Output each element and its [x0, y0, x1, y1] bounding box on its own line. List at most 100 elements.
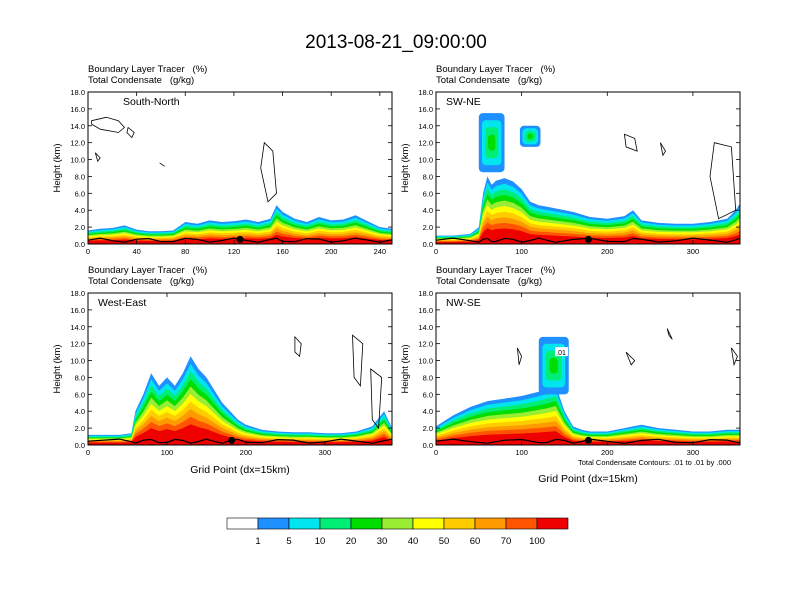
panel-name: South-North	[123, 96, 180, 108]
x-tick-label: 200	[601, 448, 614, 457]
panel4-header-line1: Boundary Layer Tracer (%)	[436, 265, 556, 276]
terrain-line	[436, 237, 740, 243]
panel3-header-line2: Total Condensate (g/kg)	[88, 276, 195, 287]
y-tick-label: 8.0	[423, 172, 433, 181]
plot-frame	[435, 292, 741, 446]
location-marker	[584, 436, 592, 444]
y-tick-label: 0.0	[423, 240, 433, 249]
y-tick-label: 2.0	[423, 424, 433, 433]
y-tick-label: 12.0	[70, 340, 85, 349]
upper_cloud-layer-4	[549, 357, 558, 374]
x-tick-label: 300	[319, 448, 332, 457]
condensate-contour-2	[625, 351, 636, 366]
panel4-header-line2: Total Condensate (g/kg)	[436, 276, 543, 287]
x-tick-label: 0	[86, 247, 90, 256]
contour-label: .01	[556, 350, 566, 357]
y-tick-label: 6.0	[423, 390, 433, 399]
y-tick-label: 4.0	[423, 206, 433, 215]
condensate-contour-3	[370, 368, 383, 430]
upper_cloud2-layer-4	[527, 133, 534, 140]
colorbar-label: 50	[439, 536, 450, 547]
panel1-header-line1: Boundary Layer Tracer (%)	[88, 64, 208, 75]
colorbar-label: 40	[408, 536, 419, 547]
x-tick-label: 200	[601, 247, 614, 256]
contour-label-bg	[555, 347, 569, 357]
y-axis-label: Height (km)	[52, 143, 63, 192]
panel-1: South-North 0.0 2.0 4.0 6.0 8.0 10.0 12.0 14.0 16…	[52, 88, 393, 256]
y-tick-label: 4.0	[423, 407, 433, 416]
y-axis-label: Height (km)	[400, 344, 411, 393]
terrain-line	[88, 237, 392, 243]
y-tick-label: 18.0	[418, 88, 433, 97]
upper_cloud-layer-4	[488, 134, 496, 151]
y-tick-label: 16.0	[418, 306, 433, 315]
y-tick-label: 6.0	[75, 390, 85, 399]
y-tick-label: 0.0	[423, 441, 433, 450]
y-tick-label: 18.0	[70, 289, 85, 298]
plot-frame	[87, 292, 393, 446]
x-tick-label: 100	[515, 448, 528, 457]
y-axis-label: Height (km)	[52, 344, 63, 393]
panel-2: SW-NE 0.0 2.0 4.0 6.0 8.0 10.0 12.0 14.0 16.0 18.0…	[400, 88, 741, 256]
colorbar-swatch	[257, 517, 290, 530]
y-tick-label: 18.0	[418, 289, 433, 298]
x-tick-label: 0	[434, 247, 438, 256]
colorbar-swatch	[443, 517, 476, 530]
condensate-contour-4	[260, 141, 277, 203]
colorbar-label: 1	[255, 536, 260, 547]
panel3-header: Boundary Layer Tracer (%) Total Condensa…	[88, 265, 207, 287]
colorbar-label: 10	[315, 536, 326, 547]
y-tick-label: 14.0	[418, 323, 433, 332]
chart-title: 2013-08-21_09:00:00	[305, 32, 487, 53]
y-tick-label: 4.0	[75, 407, 85, 416]
panel-name: NW-SE	[446, 297, 481, 309]
panel-1-plot	[88, 116, 392, 244]
tracer-band-10	[436, 431, 740, 445]
y-tick-label: 16.0	[70, 306, 85, 315]
panel1-header-line2: Total Condensate (g/kg)	[88, 75, 195, 86]
panel3-xlabel: Grid Point (dx=15km)	[190, 464, 290, 476]
colorbar-swatch	[474, 517, 507, 530]
y-tick-label: 6.0	[423, 189, 433, 198]
condensate-contour-5	[159, 162, 165, 167]
condensate-contour-1	[623, 133, 638, 152]
y-tick-label: 8.0	[75, 172, 85, 181]
condensate-contour-3	[666, 328, 673, 340]
y-tick-label: 10.0	[70, 357, 85, 366]
panel2-header-line2: Total Condensate (g/kg)	[436, 75, 543, 86]
colorbar-swatch	[412, 517, 445, 530]
x-tick-label: 240	[374, 247, 387, 256]
location-marker	[228, 436, 236, 444]
y-tick-label: 14.0	[418, 122, 433, 131]
x-tick-label: 100	[161, 448, 174, 457]
y-tick-label: 12.0	[418, 139, 433, 148]
panel-name: SW-NE	[446, 96, 481, 108]
panel-2-plot	[436, 113, 740, 244]
colorbar-label: 70	[501, 536, 512, 547]
y-tick-label: 2.0	[423, 223, 433, 232]
condensate-contour-2	[660, 142, 666, 157]
y-tick-label: 4.0	[75, 206, 85, 215]
colorbar-swatch	[350, 517, 383, 530]
y-tick-label: 6.0	[75, 189, 85, 198]
x-tick-label: 0	[86, 448, 90, 457]
condensate-contour-2	[352, 334, 364, 388]
x-tick-label: 100	[515, 247, 528, 256]
condensate-contour-2	[126, 126, 135, 139]
colorbar-label: 100	[529, 536, 545, 547]
y-tick-label: 12.0	[70, 139, 85, 148]
terrain-line	[88, 438, 392, 444]
condensate-contour-1	[91, 116, 126, 133]
x-tick-label: 200	[240, 448, 253, 457]
y-tick-label: 14.0	[70, 323, 85, 332]
colorbar-swatch	[226, 517, 259, 530]
terrain-line	[436, 438, 740, 444]
y-tick-label: 16.0	[70, 105, 85, 114]
panel4-xlabel: Grid Point (dx=15km)	[538, 473, 638, 485]
colorbar-label: 5	[286, 536, 291, 547]
colorbar: 1 5 10 20 30 40 50 60 70 100	[226, 517, 569, 547]
y-axis-label: Height (km)	[400, 143, 411, 192]
y-tick-label: 2.0	[75, 424, 85, 433]
y-tick-label: 18.0	[70, 88, 85, 97]
y-tick-label: 8.0	[423, 373, 433, 382]
